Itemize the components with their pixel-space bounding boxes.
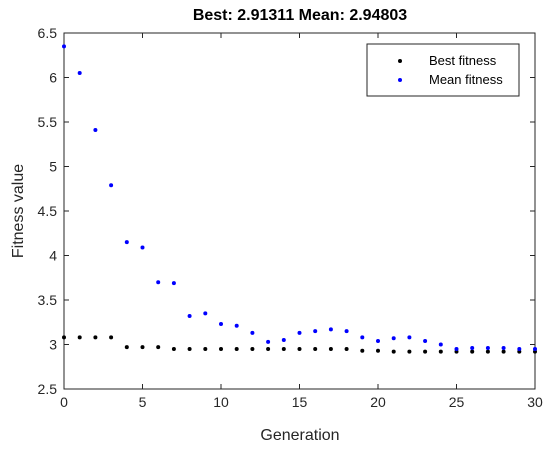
legend-label-mean: Mean fitness <box>429 72 503 87</box>
legend-label-best: Best fitness <box>429 53 497 68</box>
data-point <box>266 346 271 351</box>
data-point <box>124 240 129 245</box>
data-point <box>234 323 239 328</box>
data-point <box>171 346 176 351</box>
data-point <box>423 349 428 354</box>
data-point <box>501 346 506 351</box>
data-point <box>360 348 365 353</box>
data-point <box>485 346 490 351</box>
y-tick-label: 6 <box>49 70 57 86</box>
data-point <box>344 346 349 351</box>
data-point <box>219 346 223 351</box>
x-tick-label: 0 <box>60 394 68 410</box>
x-axis-label: Generation <box>260 427 339 444</box>
data-point <box>234 346 239 351</box>
legend: Best fitness Mean fitness <box>366 43 520 97</box>
data-point <box>407 349 412 354</box>
data-point <box>77 335 82 340</box>
data-point <box>187 346 192 351</box>
legend-marker-best <box>398 59 402 63</box>
x-tick-label: 30 <box>527 394 543 410</box>
data-point <box>423 338 428 343</box>
data-point <box>140 245 145 250</box>
data-point <box>517 346 522 351</box>
data-point <box>360 335 365 340</box>
y-tick-label: 5.5 <box>38 114 58 130</box>
data-point <box>140 345 145 350</box>
data-point <box>93 335 98 340</box>
y-tick-label: 3 <box>49 337 57 353</box>
data-point <box>203 311 208 316</box>
data-point <box>124 345 129 350</box>
data-point <box>109 183 114 188</box>
axis-ticks: 0 5 10 15 20 25 30 2.5 3 3.5 4 4.5 5 5.5 6 6.5 <box>38 25 543 410</box>
y-tick-label: 6.5 <box>38 25 58 41</box>
data-point <box>501 349 506 354</box>
data-point <box>62 44 66 49</box>
chart-title: Best: 2.91311 Mean: 2.94803 <box>193 7 407 24</box>
data-point <box>219 322 223 327</box>
y-tick-label: 3.5 <box>38 292 58 308</box>
x-tick-label: 10 <box>213 394 229 410</box>
data-point <box>62 335 66 340</box>
series-mean-fitness <box>62 44 537 351</box>
data-point <box>533 346 537 351</box>
data-point <box>203 346 208 351</box>
legend-box <box>366 43 520 97</box>
data-point <box>93 128 98 133</box>
data-point <box>187 314 192 319</box>
y-tick-label: 4.5 <box>38 203 58 219</box>
data-point <box>391 336 396 341</box>
y-tick-label: 5 <box>49 159 57 175</box>
data-point <box>391 349 396 354</box>
data-point <box>156 280 161 285</box>
data-point <box>328 327 333 332</box>
data-point <box>407 335 412 340</box>
series-best-fitness <box>62 335 537 354</box>
legend-marker-mean <box>398 78 402 82</box>
data-point <box>438 342 443 347</box>
data-point <box>266 339 271 344</box>
y-tick-label: 2.5 <box>38 381 58 397</box>
data-point <box>250 346 255 351</box>
data-point <box>281 338 286 343</box>
data-point <box>109 335 114 340</box>
data-point <box>454 346 459 351</box>
x-tick-label: 20 <box>370 394 386 410</box>
data-point <box>313 346 318 351</box>
data-point <box>344 329 349 334</box>
x-tick-label: 5 <box>139 394 147 410</box>
data-point <box>328 346 333 351</box>
data-point <box>77 71 82 76</box>
data-point <box>470 349 475 354</box>
data-point <box>156 345 161 350</box>
y-axis-label: Fitness value <box>10 164 27 258</box>
x-tick-label: 25 <box>449 394 465 410</box>
data-point <box>313 329 318 334</box>
data-point <box>297 346 302 351</box>
data-point <box>470 346 475 351</box>
data-point <box>376 348 380 353</box>
y-tick-label: 4 <box>49 248 57 264</box>
data-point <box>281 346 286 351</box>
data-point <box>485 349 490 354</box>
x-tick-label: 15 <box>292 394 308 410</box>
data-point <box>171 281 176 286</box>
data-points <box>62 44 537 354</box>
data-point <box>376 338 380 343</box>
data-point <box>250 330 255 335</box>
data-point <box>438 349 443 354</box>
data-point <box>297 330 302 335</box>
